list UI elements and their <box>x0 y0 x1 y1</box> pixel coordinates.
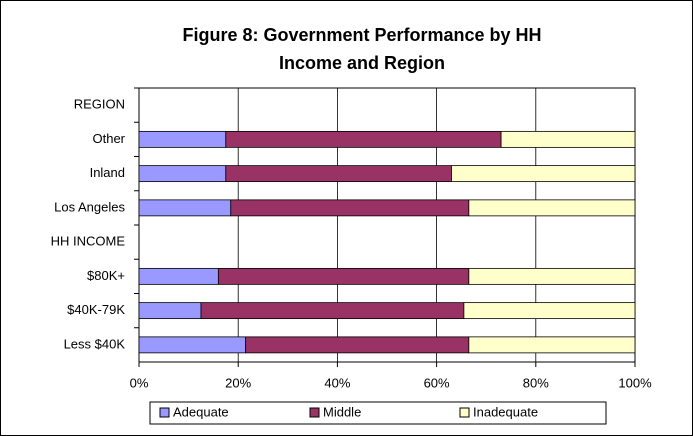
bar-segment <box>245 336 470 354</box>
legend-label: Middle <box>323 404 361 419</box>
x-tick-label: 40% <box>324 375 350 390</box>
x-tick-label: 100% <box>618 375 652 390</box>
bar-segment <box>225 130 502 148</box>
y-tick-label: $40K-79K <box>67 302 125 317</box>
legend-swatch <box>459 407 470 418</box>
bar-segment <box>230 199 470 217</box>
chart-title: Income and Region <box>279 53 445 73</box>
y-tick-label: Other <box>92 131 125 146</box>
y-tick-label: Inland <box>90 165 125 180</box>
bar-segment <box>138 130 227 148</box>
bar-segment <box>217 267 470 285</box>
x-tick-label: 0% <box>130 375 149 390</box>
bar-segment <box>468 336 636 354</box>
chart-title: Figure 8: Government Performance by HH <box>182 25 541 45</box>
legend-box <box>149 401 607 425</box>
bar-segment <box>451 165 636 183</box>
bar-segment <box>138 267 219 285</box>
x-tick-label: 80% <box>523 375 549 390</box>
bar-segment <box>138 302 202 320</box>
bar-segment <box>138 165 227 183</box>
legend-swatch <box>309 407 320 418</box>
legend-swatch <box>159 407 170 418</box>
bar-segment <box>463 302 636 320</box>
legend-label: Inadequate <box>473 404 538 419</box>
y-tick-label: REGION <box>74 97 125 112</box>
y-tick-label: Less $40K <box>64 336 126 351</box>
bar-segment <box>225 165 452 183</box>
x-tick-label: 60% <box>424 375 450 390</box>
bar-segment <box>138 336 247 354</box>
y-tick-label: HH INCOME <box>51 234 126 249</box>
bar-segment <box>468 199 636 217</box>
y-tick-label: $80K+ <box>87 268 125 283</box>
bar-segment <box>200 302 465 320</box>
y-tick-label: Los Angeles <box>54 199 125 214</box>
plot-area <box>138 87 636 363</box>
legend-label: Adequate <box>173 404 229 419</box>
bar-segment <box>138 199 232 217</box>
bar-segment <box>468 267 636 285</box>
bar-segment <box>500 130 636 148</box>
x-tick-label: 20% <box>225 375 251 390</box>
